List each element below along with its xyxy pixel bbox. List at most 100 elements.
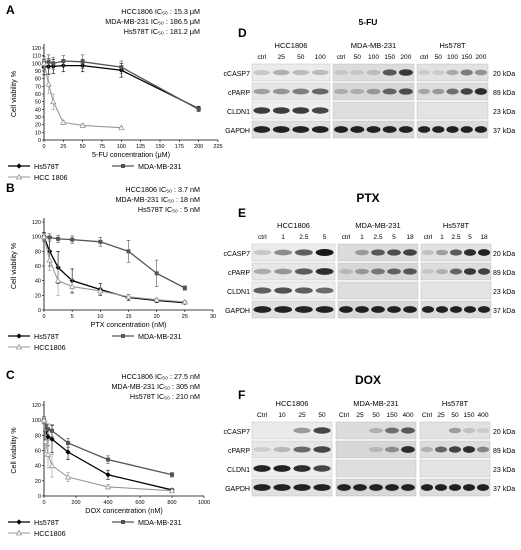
protein-band [385, 484, 399, 491]
x-axis-label: PTX concentration (nM) [91, 320, 167, 329]
x-tick-label: 1000 [198, 500, 210, 506]
protein-band [274, 306, 293, 313]
y-tick-label: 0 [38, 138, 41, 144]
series-line [43, 63, 122, 129]
legend-label: MDA-MB-231 [138, 332, 182, 341]
data-point [125, 293, 132, 300]
protein-band [253, 249, 272, 256]
blot-strip [335, 421, 417, 440]
protein-band [253, 484, 271, 491]
protein-band [292, 126, 310, 133]
ic50-text: HCC1806 IC₅₀ : 3.7 nM [125, 185, 200, 194]
cell-line-label: Hs578T [442, 399, 469, 408]
y-tick-label: 120 [32, 46, 41, 52]
lane-label: 100 [368, 54, 379, 61]
protein-label: cPARP [228, 270, 250, 277]
data-point [47, 235, 52, 240]
cell-line-label: MDA-MB-231 [351, 41, 396, 50]
protein-band [253, 287, 272, 294]
y-axis-label: Cell viability % [9, 70, 18, 117]
protein-band [476, 427, 490, 434]
series-line [43, 236, 185, 304]
protein-band [476, 446, 490, 453]
lane-label: 25 [356, 412, 364, 419]
series-hcc1806 [40, 232, 189, 305]
protein-label: CLDN1 [227, 467, 250, 474]
protein-band [477, 306, 491, 313]
protein-band [294, 306, 313, 313]
data-point [46, 427, 50, 432]
data-point [56, 236, 61, 241]
protein-band [387, 268, 401, 275]
protein-band [294, 287, 313, 294]
legend-marker [16, 519, 22, 525]
protein-band [353, 484, 367, 491]
y-tick-label: 60 [35, 449, 41, 455]
blot-strip [251, 440, 333, 459]
data-point [46, 256, 53, 263]
data-point [79, 122, 86, 128]
panel-letter: B [6, 181, 15, 195]
protein-band [315, 306, 334, 313]
lane-label: 50 [451, 412, 459, 419]
protein-band [398, 126, 413, 133]
protein-band [382, 88, 397, 95]
blot-strip [251, 262, 336, 281]
x-tick-label: 75 [99, 144, 105, 150]
y-tick-label: 20 [35, 293, 41, 299]
data-point [45, 80, 52, 87]
data-point [54, 277, 62, 284]
protein-label: cCASP7 [224, 429, 251, 436]
lane-label: ctrl [258, 234, 267, 241]
protein-band [432, 126, 445, 133]
x-tick-label: 225 [213, 144, 222, 150]
legend-label: MDA-MB-231 [138, 518, 182, 527]
y-tick-label: 90 [35, 69, 41, 75]
data-point [104, 483, 112, 490]
x-tick-label: 25 [182, 314, 188, 320]
legend-label: Hs578T [34, 332, 60, 341]
protein-band [463, 249, 477, 256]
y-tick-label: 50 [35, 100, 41, 106]
y-tick-label: 110 [32, 54, 41, 60]
lane-label: 1 [440, 234, 444, 241]
cell-line-label: HCC1806 [277, 221, 310, 230]
protein-band [273, 446, 291, 453]
data-point [126, 249, 131, 254]
protein-band [421, 306, 435, 313]
legend-label: HCC 1806 [34, 173, 68, 182]
panel-letter: D [238, 26, 247, 40]
lane-label: ctrl [337, 54, 346, 61]
protein-band [435, 249, 449, 256]
protein-band [398, 69, 413, 76]
data-point [45, 434, 51, 440]
lane-label: 200 [475, 54, 486, 61]
protein-band [313, 427, 331, 434]
protein-band [474, 126, 488, 133]
data-point [153, 296, 160, 303]
cell-line-label: MDA-MB-231 [355, 221, 400, 230]
x-tick-label: 400 [103, 500, 112, 506]
protein-band [434, 484, 448, 491]
lane-label: 25 [437, 412, 445, 419]
lane-label: 18 [480, 234, 488, 241]
y-tick-label: 10 [35, 130, 41, 136]
lane-label: ctrl [420, 54, 429, 61]
protein-band [474, 69, 488, 76]
protein-band [369, 484, 383, 491]
data-point [64, 473, 72, 480]
protein-band [477, 268, 491, 275]
protein-band [403, 306, 417, 313]
x-tick-label: 200 [194, 144, 203, 150]
legend-marker [121, 164, 125, 168]
ic50-text: Hs578T IC₅₀ : 181.2 μM [124, 27, 200, 36]
data-point [50, 428, 54, 433]
y-tick-label: 100 [32, 235, 41, 241]
x-tick-label: 0 [42, 500, 45, 506]
data-point [182, 286, 187, 290]
lane-label: 5 [323, 234, 327, 241]
blot-strip [337, 262, 419, 281]
